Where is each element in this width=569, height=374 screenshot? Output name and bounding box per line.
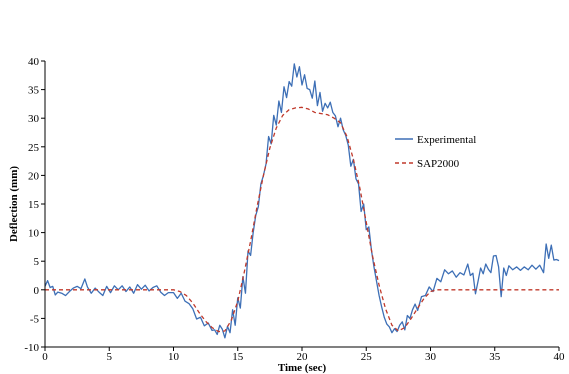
x-tick-label: 5: [107, 351, 113, 363]
x-tick-label: 10: [168, 351, 180, 363]
x-tick-label: 25: [361, 351, 373, 363]
y-tick-label: 35: [28, 85, 40, 97]
y-tick-label: 0: [34, 285, 40, 297]
y-tick-label: -5: [30, 313, 40, 325]
y-tick-label: 5: [34, 256, 40, 268]
x-tick-label: 15: [232, 351, 244, 363]
x-tick-label: 40: [554, 351, 566, 363]
x-tick-label: 0: [42, 351, 48, 363]
y-tick-label: 25: [28, 142, 40, 154]
x-tick-label: 35: [489, 351, 501, 363]
x-tick-label: 30: [425, 351, 437, 363]
y-tick-label: 30: [28, 113, 40, 125]
legend: Experimental SAP2000: [395, 134, 476, 170]
y-axis-title: Deflection (mm): [8, 166, 20, 242]
y-ticks: -10 -5 0 5 10 15 20 25 30 35 40: [24, 56, 45, 354]
x-tick-label: 20: [297, 351, 309, 363]
y-tick-label: -10: [24, 342, 39, 354]
series-line-sap2000: [45, 106, 559, 333]
series-line-experimental: [44, 63, 560, 339]
x-ticks: 0 5 10 15 20 25 30 35 40: [42, 347, 565, 363]
x-axis-title: Time (sec): [278, 362, 327, 374]
y-tick-label: 15: [28, 199, 40, 211]
y-tick-label: 20: [28, 170, 40, 182]
y-tick-label: 10: [28, 228, 40, 240]
plot-lines: [44, 63, 560, 339]
y-tick-label: 40: [28, 56, 40, 68]
legend-label-experimental: Experimental: [417, 134, 476, 146]
legend-label-sap2000: SAP2000: [417, 158, 460, 170]
